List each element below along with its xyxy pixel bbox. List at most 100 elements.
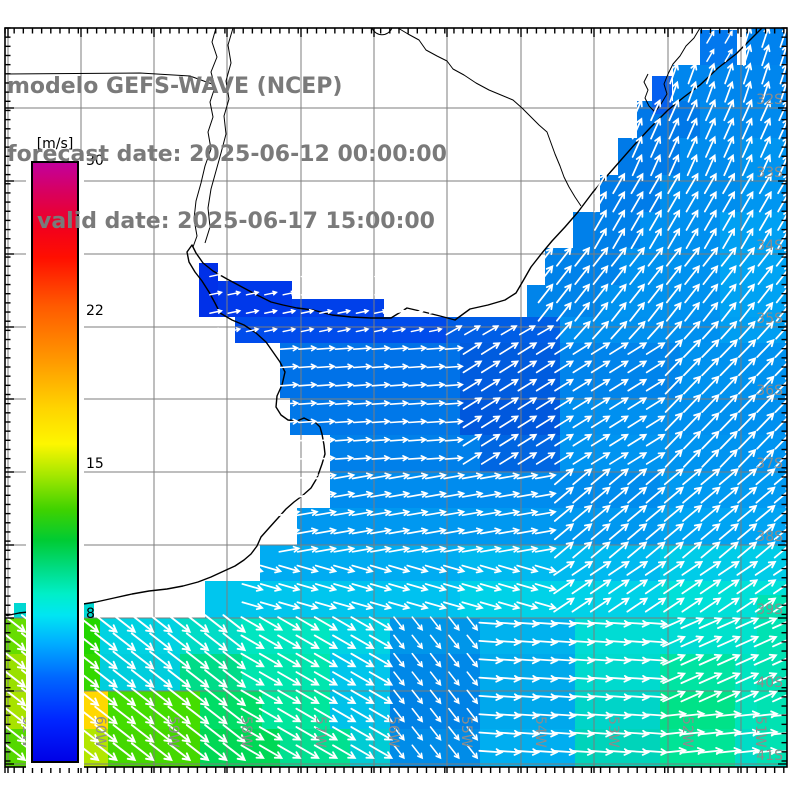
wave-direction-arrow — [350, 671, 375, 686]
wave-direction-arrow — [319, 290, 333, 296]
wave-direction-arrow — [553, 468, 575, 486]
field-patch-lagoa-dos-patos — [700, 30, 737, 65]
wave-direction-arrow — [626, 579, 649, 595]
wave-direction-arrow — [350, 707, 375, 723]
map-frame-layer — [4, 27, 788, 773]
wave-direction-arrow — [754, 597, 777, 613]
wave-direction-arrow — [663, 486, 685, 504]
wave-direction-arrow — [337, 308, 352, 314]
wave-direction-arrow — [556, 301, 572, 322]
wave-direction-arrow — [590, 378, 611, 392]
wave-direction-arrow — [631, 98, 643, 122]
wave-direction-arrow — [627, 541, 648, 559]
wave-direction-arrow — [443, 490, 466, 498]
wave-direction-arrow — [240, 726, 265, 741]
wave-direction-arrow — [535, 415, 556, 429]
wave-direction-arrow — [683, 375, 702, 395]
longitude-label: 52W — [679, 716, 695, 748]
wave-direction-arrow — [316, 455, 336, 462]
wave-direction-arrow — [664, 357, 684, 377]
wave-direction-arrow — [316, 418, 336, 425]
wave-direction-arrow — [517, 378, 538, 392]
wave-direction-arrow — [313, 616, 339, 631]
wave-direction-arrow — [368, 652, 394, 668]
wave-direction-arrow — [167, 705, 192, 725]
wave-direction-arrow — [684, 301, 701, 322]
wave-direction-arrow — [407, 381, 428, 389]
wave-direction-arrow — [572, 504, 593, 522]
wave-direction-arrow — [333, 527, 356, 535]
wave-direction-arrow — [204, 632, 228, 652]
wave-direction-arrow — [594, 227, 607, 250]
wave-direction-arrow — [610, 301, 627, 322]
wave-direction-arrow — [516, 527, 539, 535]
wave-direction-arrow — [630, 227, 644, 250]
wave-direction-arrow — [760, 117, 772, 140]
wave-direction-arrow — [738, 412, 757, 432]
wave-direction-arrow — [2, 650, 27, 670]
wave-direction-arrow — [185, 687, 210, 707]
wave-direction-arrow — [300, 327, 315, 333]
wave-direction-arrow — [295, 744, 320, 759]
wave-direction-arrow — [680, 690, 705, 703]
wave-direction-arrow — [718, 541, 739, 559]
wave-direction-arrow — [424, 490, 447, 498]
wave-direction-arrow — [429, 726, 442, 741]
wave-direction-arrow — [594, 190, 607, 213]
wave-direction-arrow — [698, 653, 723, 666]
wave-direction-arrow — [461, 564, 484, 574]
wave-direction-arrow — [424, 509, 447, 517]
wave-direction-arrow — [462, 452, 483, 465]
wave-direction-arrow — [149, 724, 173, 743]
field-cell-run — [560, 317, 720, 343]
wave-direction-arrow — [753, 617, 778, 630]
wave-direction-arrow — [740, 190, 754, 213]
wave-direction-arrow — [351, 601, 374, 611]
wave-direction-arrow — [462, 433, 483, 447]
longitude-label: 55W — [458, 716, 474, 748]
wave-direction-arrow — [608, 523, 630, 541]
wave-direction-arrow — [645, 415, 666, 429]
wave-direction-arrow — [352, 400, 373, 407]
wave-direction-arrow — [647, 301, 664, 322]
wave-direction-arrow — [407, 436, 428, 444]
wave-direction-arrow — [650, 135, 662, 158]
wave-direction-arrow — [498, 545, 521, 553]
wave-direction-arrow — [735, 672, 760, 685]
wave-direction-arrow — [448, 744, 460, 760]
wave-direction-arrow — [724, 48, 733, 63]
wave-direction-arrow — [627, 486, 648, 504]
wave-direction-arrow — [480, 378, 501, 392]
wave-direction-arrow — [757, 283, 774, 304]
wave-direction-arrow — [388, 545, 411, 553]
wave-direction-arrow — [554, 433, 575, 447]
latitude-label: 37S — [756, 456, 783, 472]
wave-direction-arrow — [645, 452, 666, 465]
field-cell-run — [350, 581, 460, 618]
wave-direction-arrow — [258, 707, 284, 723]
wave-direction-arrow — [334, 345, 355, 352]
wave-direction-arrow — [723, 153, 735, 177]
wave-direction-arrow — [498, 601, 521, 611]
wave-direction-arrow — [739, 246, 756, 267]
wave-direction-arrow — [590, 504, 611, 522]
wave-direction-arrow — [643, 638, 669, 646]
wave-direction-arrow — [466, 634, 479, 650]
wave-direction-arrow — [167, 669, 192, 688]
wave-direction-arrow — [282, 290, 297, 296]
wave-direction-arrow — [590, 541, 611, 559]
wave-direction-arrow — [298, 345, 318, 352]
wave-direction-arrow — [698, 690, 723, 703]
wave-direction-arrow — [705, 117, 717, 140]
wave-direction-arrow — [209, 290, 224, 296]
wave-direction-arrow — [700, 523, 721, 541]
wave-direction-arrow — [537, 283, 554, 304]
wave-direction-arrow — [699, 579, 722, 595]
wave-direction-arrow — [462, 342, 483, 355]
wave-direction-arrow — [406, 509, 429, 517]
wave-direction-arrow — [612, 172, 626, 195]
wave-direction-arrow — [277, 634, 302, 649]
wave-direction-arrow — [369, 601, 393, 611]
wave-direction-arrow — [393, 652, 405, 668]
